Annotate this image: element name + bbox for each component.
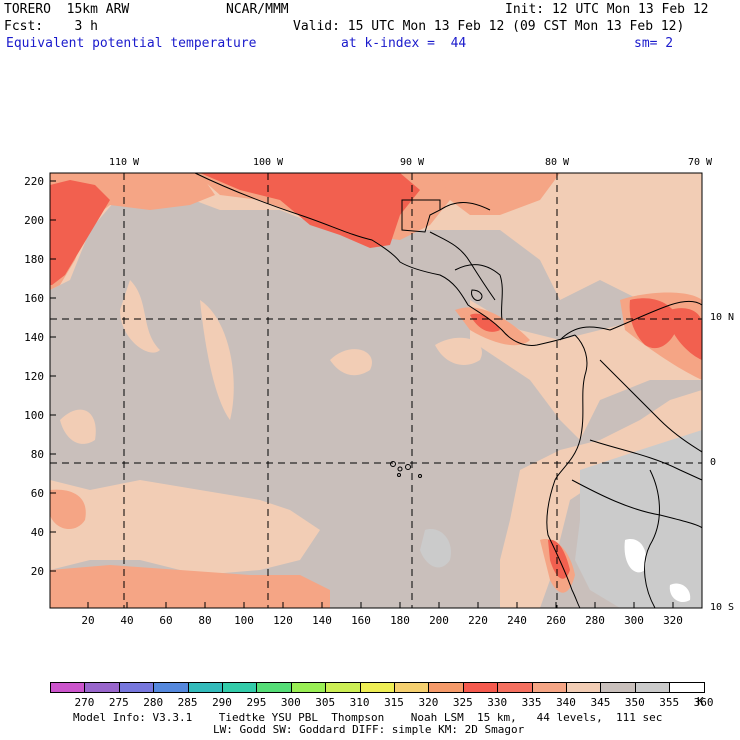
colorbar-label: 275 <box>108 696 129 709</box>
lat-label-0: 0 <box>710 457 717 468</box>
colorbar-label: 285 <box>177 696 198 709</box>
galapagos-islands <box>390 461 422 478</box>
colorbar-swatch <box>428 682 464 693</box>
colorbar-label: 335 <box>521 696 542 709</box>
colorbar-swatch <box>256 682 292 693</box>
latlon-grid <box>50 173 702 608</box>
colorbar-label: 340 <box>556 696 576 709</box>
colorbar-label: 320 <box>418 696 439 709</box>
colorbar-label: 345 <box>590 696 611 709</box>
colorbar-swatch <box>566 682 602 693</box>
y-tick: 60 <box>30 487 44 500</box>
y-tick: 20 <box>30 565 44 578</box>
theta-e-360-patch-2 <box>669 583 691 603</box>
x-tick: 220 <box>468 614 488 627</box>
x-tick: 80 <box>198 614 212 627</box>
forecast-hour: Fcst: 3 h <box>4 19 98 34</box>
y-tick: 80 <box>30 448 44 461</box>
colorbar-unit: K <box>697 695 704 708</box>
valid-time: Valid: 15 UTC Mon 13 Feb 12 (09 CST Mon … <box>293 19 685 34</box>
axis-ticks <box>50 180 674 608</box>
lon-label-100w: 100 W <box>252 157 284 168</box>
colorbar-swatch <box>118 682 155 693</box>
colorbar-swatch <box>153 682 189 693</box>
colorbar-swatch <box>634 682 671 693</box>
x-tick: 280 <box>585 614 605 627</box>
center-label: NCAR/MMM <box>226 2 289 17</box>
colorbar-swatch <box>497 682 533 693</box>
colorbar-label: 300 <box>280 696 301 709</box>
colorbar-swatch <box>359 682 395 693</box>
colorbar-swatch <box>222 682 258 693</box>
y-tick: 120 <box>24 370 44 383</box>
lon-label-70w: 70 W <box>687 157 713 168</box>
colorbar-label: 290 <box>212 696 232 709</box>
colorbar-swatch <box>325 682 361 693</box>
x-tick: 140 <box>312 614 332 627</box>
colorbar-label: 315 <box>384 696 404 709</box>
colorbar-swatch <box>531 682 567 693</box>
y-tick: 100 <box>24 409 44 422</box>
smoothing-label: sm= 2 <box>634 36 674 51</box>
level-label: at k-index = 44 <box>341 36 467 51</box>
colorbar-label: 355 <box>659 696 680 709</box>
colorbar-swatch <box>84 682 120 693</box>
colorbar-swatch <box>50 682 86 693</box>
colorbar-label: 330 <box>487 696 508 709</box>
x-tick: 300 <box>624 614 644 627</box>
lon-label-80w: 80 W <box>544 157 570 168</box>
colorbar-swatch <box>600 682 636 693</box>
theta-e-350-region <box>575 430 702 608</box>
colorbar-label: 305 <box>315 696 336 709</box>
x-tick: 320 <box>663 614 683 627</box>
x-tick: 180 <box>390 614 410 627</box>
colorbar-swatch <box>187 682 223 693</box>
x-tick: 160 <box>351 614 371 627</box>
init-time: Init: 12 UTC Mon 13 Feb 12 <box>505 2 709 17</box>
physics-info: LW: Godd SW: Goddard DIFF: simple KM: 2D… <box>213 723 525 736</box>
x-tick: 100 <box>234 614 254 627</box>
x-tick: 40 <box>120 614 134 627</box>
x-tick: 120 <box>273 614 293 627</box>
lat-label-10s: 10 S <box>710 602 735 613</box>
lat-label-10n: 10 N <box>710 312 735 323</box>
x-tick: 20 <box>81 614 95 627</box>
y-tick: 160 <box>24 292 44 305</box>
x-tick: 200 <box>429 614 449 627</box>
lon-label-110w: 110 W <box>108 157 140 168</box>
colorbar-swatch <box>290 682 327 693</box>
x-tick: 240 <box>507 614 527 627</box>
lon-label-90w: 90 W <box>399 157 425 168</box>
colorbar-label: 325 <box>452 696 473 709</box>
model-info: Model Info: V3.3.1 Tiedtke YSU PBL Thomp… <box>73 711 663 724</box>
coastlines <box>194 172 703 609</box>
colorbar-label: 280 <box>143 696 164 709</box>
x-tick: 260 <box>546 614 566 627</box>
colorbar-swatch <box>394 682 430 693</box>
colorbar-label: 360 <box>693 696 714 709</box>
colorbar-swatch <box>462 682 499 693</box>
field-name: Equivalent potential temperature <box>6 36 257 51</box>
y-tick: 200 <box>24 214 44 227</box>
colorbar-label: 270 <box>74 696 95 709</box>
x-tick: 60 <box>159 614 173 627</box>
theta-e-360-patch <box>624 539 647 573</box>
colorbar-label: 295 <box>246 696 267 709</box>
y-tick: 220 <box>24 175 44 188</box>
colorbar-label: 310 <box>349 696 370 709</box>
model-label: TORERO 15km ARW <box>4 2 130 17</box>
theta-e-330-regions <box>50 173 702 579</box>
map-frame <box>49 172 703 609</box>
colorbar-swatch <box>669 682 705 693</box>
y-tick: 180 <box>24 253 44 266</box>
y-tick: 40 <box>30 526 44 539</box>
y-tick: 140 <box>24 331 44 344</box>
colorbar-label: 350 <box>624 696 645 709</box>
theta-e-350-patch <box>420 529 451 568</box>
